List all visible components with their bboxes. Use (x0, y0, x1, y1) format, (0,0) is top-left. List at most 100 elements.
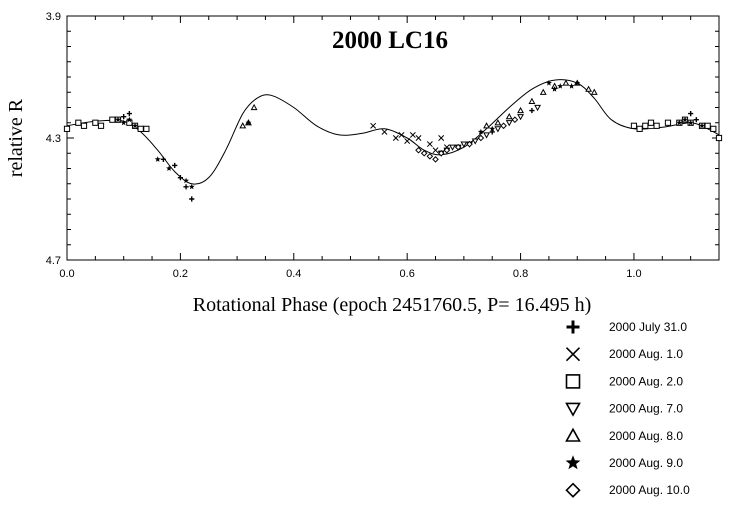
data-point-star (687, 119, 694, 126)
fit-curve (66, 79, 720, 185)
legend-marker-star (565, 455, 581, 470)
data-point-star (132, 122, 138, 129)
data-point-diamond (477, 134, 485, 142)
data-point-square (704, 122, 711, 129)
data-point-x (392, 135, 399, 141)
data-point-square (710, 125, 717, 132)
data-point-star (120, 119, 127, 126)
legend-label: 2000 Aug. 1.0 (609, 347, 683, 361)
x-tick-label: 0.0 (59, 268, 74, 280)
data-point-plus (693, 117, 699, 123)
data-point-square (109, 116, 116, 123)
data-point-star (154, 156, 161, 162)
data-point-x (404, 138, 411, 145)
x-tick-label: 1.0 (626, 268, 641, 280)
data-point-triangle-up (517, 106, 525, 114)
data-point-square (630, 122, 638, 129)
data-point-star (682, 116, 688, 123)
data-point-square (642, 122, 649, 129)
data-point-square (137, 125, 144, 132)
data-point-star (574, 80, 581, 86)
x-axis-label: Rotational Phase (epoch 2451760.5, P= 16… (193, 294, 591, 316)
data-point-diamond (511, 116, 519, 124)
data-point-plus (189, 196, 195, 202)
data-point-triangle-down (471, 138, 479, 145)
legend-marker-square (565, 374, 581, 389)
data-point-star (166, 165, 172, 171)
data-point-x (370, 122, 377, 129)
legend-label: 2000 July 31.0 (609, 320, 687, 334)
x-tick-label: 0.4 (286, 268, 301, 280)
data-point-square (715, 134, 723, 142)
data-point-diamond (426, 152, 434, 160)
data-point-star (245, 119, 252, 126)
data-point-square (97, 122, 105, 129)
data-point-x (415, 135, 422, 141)
data-point-x (381, 128, 388, 135)
legend-marker-diamond (565, 482, 581, 498)
data-point-diamond (443, 146, 451, 154)
legend-marker-triangle-down (565, 402, 581, 417)
data-points (63, 79, 723, 202)
data-point-star (699, 122, 705, 129)
data-point-triangle-up (505, 113, 513, 120)
data-point-diamond (466, 140, 473, 148)
y-tick-label: 4.7 (46, 255, 61, 267)
data-point-triangle-down (449, 144, 456, 151)
legend-label: 2000 Aug. 7.0 (609, 402, 683, 416)
data-point-x (432, 147, 439, 154)
data-point-star (477, 128, 484, 135)
data-point-diamond (454, 143, 462, 151)
data-point-triangle-up (539, 88, 547, 95)
legend-marker-plus (566, 320, 580, 334)
data-point-square (647, 119, 655, 126)
data-point-square (143, 125, 150, 132)
data-point-plus (121, 114, 127, 120)
data-point-square (80, 122, 88, 129)
x-axis: 0.0 0.2 0.4 0.6 0.8 1.0 (59, 16, 720, 280)
legend-marker-triangle-up (565, 427, 581, 442)
data-point-plus (183, 184, 189, 190)
data-point-triangle-up (250, 103, 258, 111)
y-tick-label: 3.9 (46, 11, 61, 23)
legend-label: 2000 Aug. 10.0 (609, 483, 690, 497)
legend-marker-x (565, 347, 581, 362)
y-tick-label: 4.3 (46, 133, 61, 145)
data-point-plus (126, 111, 132, 117)
data-point-star (545, 80, 552, 86)
data-point-triangle-up (483, 122, 490, 129)
data-point-square (664, 119, 672, 126)
data-point-x (438, 135, 445, 141)
data-point-x (409, 131, 416, 138)
data-point-square (75, 119, 82, 126)
data-point-diamond (420, 149, 428, 157)
x-tick-label: 0.2 (173, 268, 188, 280)
y-axis-label: relative R (5, 98, 27, 177)
data-point-triangle-down (534, 104, 542, 112)
data-point-star (568, 83, 575, 89)
data-point-plus (172, 162, 178, 169)
data-point-diamond (415, 146, 422, 154)
data-point-triangle-up (528, 97, 536, 104)
data-point-triangle-up (590, 88, 598, 95)
data-point-star (551, 86, 558, 92)
legend-label: 2000 Aug. 8.0 (609, 429, 683, 443)
data-point-star (557, 83, 564, 89)
data-point-plus (529, 107, 535, 114)
data-point-triangle-down (517, 114, 525, 121)
data-point-star (183, 177, 189, 184)
data-point-diamond (432, 156, 439, 163)
data-point-diamond (437, 149, 445, 157)
data-point-triangle-up (239, 122, 247, 129)
data-point-triangle-up (562, 79, 570, 86)
data-point-triangle-down (460, 141, 468, 148)
x-tick-label: 0.8 (513, 268, 528, 280)
data-point-square (636, 125, 643, 132)
data-point-plus (177, 175, 183, 181)
data-point-square (653, 122, 660, 129)
data-point-diamond (500, 122, 507, 130)
data-point-star (115, 116, 121, 123)
data-point-triangle-up (494, 119, 502, 126)
data-point-square (92, 119, 99, 126)
